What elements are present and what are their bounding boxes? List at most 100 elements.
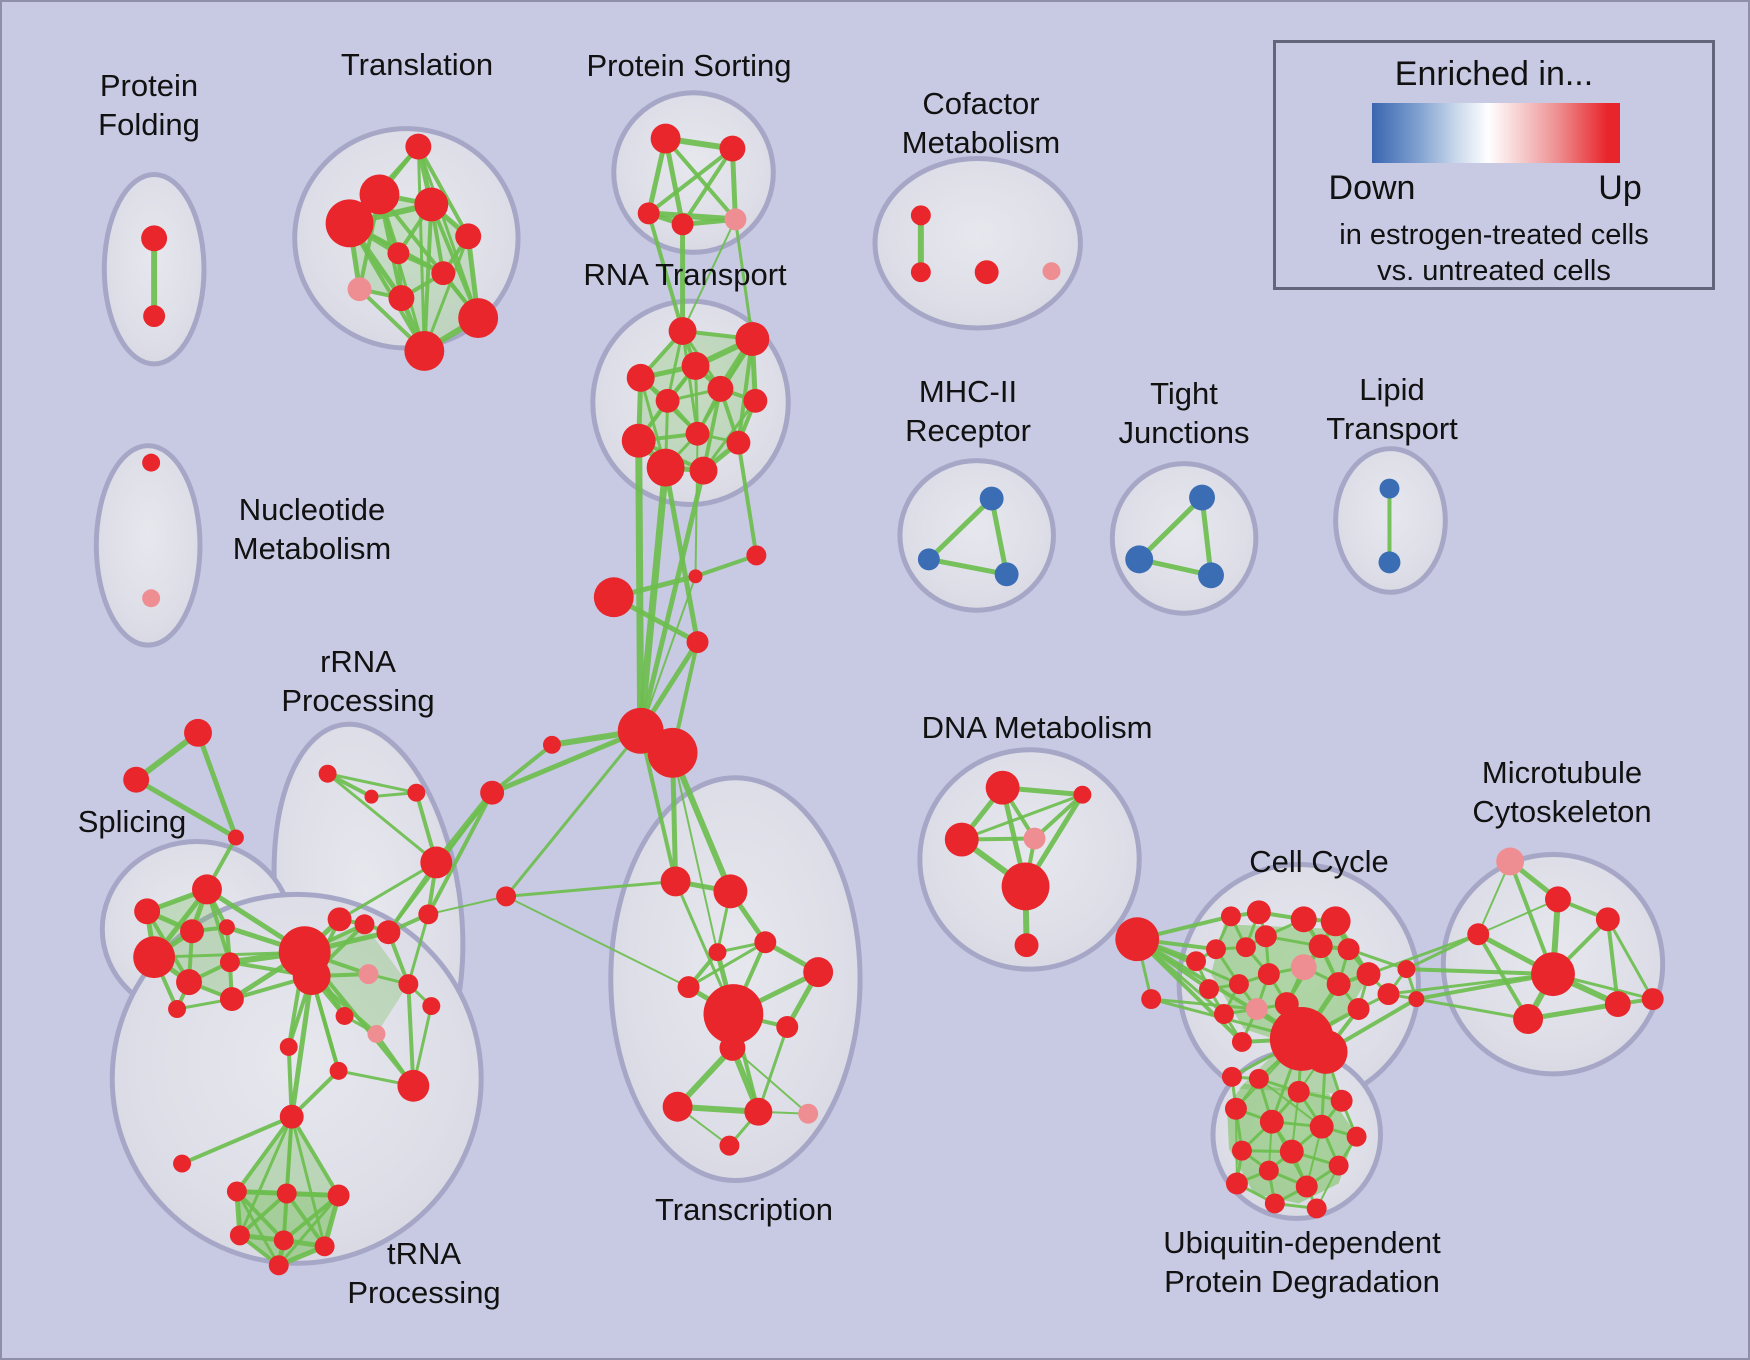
gene-set-node-red bbox=[744, 1097, 773, 1126]
gene-set-node-red bbox=[1001, 862, 1050, 911]
gene-set-node-red bbox=[1279, 1139, 1304, 1164]
enrichment-edge bbox=[671, 751, 719, 954]
legend-title: Enriched in... bbox=[1394, 55, 1594, 93]
enrichment-edge bbox=[326, 772, 418, 795]
gene-set-node-red bbox=[192, 874, 222, 905]
enrichment-edge bbox=[635, 437, 645, 735]
gene-set-node-red bbox=[910, 205, 931, 226]
enrichment-edge bbox=[1477, 898, 1559, 936]
enrichment-edge bbox=[426, 790, 495, 917]
gene-set-node-red bbox=[404, 331, 445, 371]
gene-set-node-red bbox=[1199, 979, 1219, 1000]
gene-set-node-red bbox=[1408, 991, 1425, 1008]
gene-set-node-red bbox=[279, 1104, 304, 1129]
gene-set-node-red bbox=[1641, 988, 1664, 1011]
enrichment-edge bbox=[504, 729, 643, 898]
enrichment-edge bbox=[926, 496, 995, 562]
gene-set-node-red bbox=[176, 969, 202, 996]
enrichment-edge bbox=[1606, 917, 1655, 1001]
gene-set-node-red bbox=[681, 351, 710, 380]
gene-set-node-red bbox=[273, 1230, 294, 1251]
gene-set-node-red bbox=[1073, 785, 1092, 804]
gene-set-node-red bbox=[180, 919, 204, 944]
gene-set-node-red bbox=[376, 920, 401, 945]
gene-set-node-red bbox=[397, 1069, 430, 1102]
enrichment-edge bbox=[326, 772, 438, 864]
gene-set-node-red bbox=[726, 430, 751, 455]
gene-set-node-red bbox=[650, 123, 681, 154]
gene-set-node-red bbox=[688, 569, 703, 584]
enrichment-edge bbox=[133, 777, 239, 841]
enrichment-edge bbox=[238, 1115, 294, 1237]
gene-set-node-red bbox=[1531, 952, 1575, 997]
gene-set-node-red bbox=[276, 1183, 297, 1204]
gene-set-node-red bbox=[455, 223, 482, 250]
gene-set-node-pink bbox=[724, 208, 747, 231]
gene-set-node-red bbox=[1186, 951, 1207, 972]
enrichment-edge bbox=[180, 1114, 294, 1166]
gene-set-node-red bbox=[1320, 906, 1351, 937]
cluster-ellipse-cofactor-metabolism bbox=[872, 156, 1083, 331]
enrichment-edge bbox=[347, 221, 427, 353]
enrichment-edge bbox=[646, 146, 735, 216]
cluster-ellipse-mhc-ii-receptor bbox=[897, 458, 1056, 613]
gene-set-node-red bbox=[405, 133, 432, 160]
gene-set-node-red bbox=[1246, 900, 1271, 925]
enrichment-edge bbox=[235, 1189, 281, 1267]
gene-set-node-red bbox=[123, 766, 150, 793]
enrichment-edge bbox=[1367, 932, 1480, 976]
gene-set-node-red bbox=[420, 846, 453, 879]
gene-set-node-red bbox=[1254, 925, 1277, 948]
enrichment-edge bbox=[1404, 967, 1555, 977]
enrichment-edge bbox=[733, 217, 754, 341]
enrichment-edge bbox=[338, 860, 438, 921]
gene-set-node-pink bbox=[1042, 262, 1061, 281]
gene-set-node-pink bbox=[347, 277, 372, 302]
enrichment-edge bbox=[505, 895, 690, 989]
gene-set-node-red bbox=[1356, 962, 1381, 987]
gene-set-node-red bbox=[647, 727, 698, 778]
gene-set-node-red bbox=[1308, 934, 1333, 959]
gene-set-node-pink bbox=[358, 964, 379, 985]
gene-set-node-blue bbox=[1125, 545, 1154, 574]
enrichment-edge bbox=[422, 202, 434, 353]
enrichment-edge bbox=[989, 496, 1010, 577]
gene-set-node-red bbox=[1309, 1114, 1334, 1139]
gene-set-node-red bbox=[754, 931, 777, 954]
enrichment-edge bbox=[195, 730, 239, 841]
cluster-ellipse-tight-junctions bbox=[1109, 461, 1259, 616]
gene-set-node-red bbox=[671, 213, 694, 236]
gene-set-node-blue bbox=[1198, 562, 1224, 589]
gene-set-node-red bbox=[776, 1016, 799, 1038]
enrichment-edge bbox=[731, 1046, 810, 1115]
enrichment-edge bbox=[1199, 495, 1214, 578]
gene-set-node-red bbox=[1545, 886, 1571, 913]
gene-set-node-red bbox=[668, 317, 697, 345]
enrichment-edge bbox=[1476, 932, 1531, 1021]
enrichment-edge bbox=[736, 440, 759, 558]
gene-set-node-red bbox=[314, 1236, 335, 1257]
gene-set-node-red bbox=[318, 764, 337, 783]
gene-set-node-blue bbox=[1379, 478, 1400, 499]
enrichment-edge bbox=[681, 218, 737, 333]
gene-set-node-red bbox=[1328, 1155, 1349, 1176]
gene-set-node-red bbox=[418, 904, 439, 925]
gene-set-node-blue bbox=[994, 562, 1019, 587]
gene-set-node-pink bbox=[1290, 954, 1317, 981]
gene-set-node-red bbox=[422, 997, 441, 1016]
gene-set-node-red bbox=[646, 448, 685, 487]
gene-set-node-red bbox=[279, 1037, 298, 1056]
gene-set-node-red bbox=[1214, 1004, 1234, 1024]
enrichment-edge bbox=[289, 1114, 341, 1198]
gene-set-node-red bbox=[134, 898, 161, 925]
gene-set-node-red bbox=[655, 388, 680, 413]
enrichment-edge bbox=[1414, 972, 1555, 1002]
enrichment-edge bbox=[681, 329, 700, 436]
gene-set-node-red bbox=[387, 242, 410, 265]
gene-set-node-red bbox=[133, 936, 176, 979]
gene-set-node-red bbox=[703, 984, 764, 1044]
enrichment-edge bbox=[489, 728, 644, 796]
enrichment-edge bbox=[1149, 997, 1259, 1011]
gene-set-node-red bbox=[1221, 1066, 1242, 1087]
enrichment-edge bbox=[1404, 932, 1480, 971]
